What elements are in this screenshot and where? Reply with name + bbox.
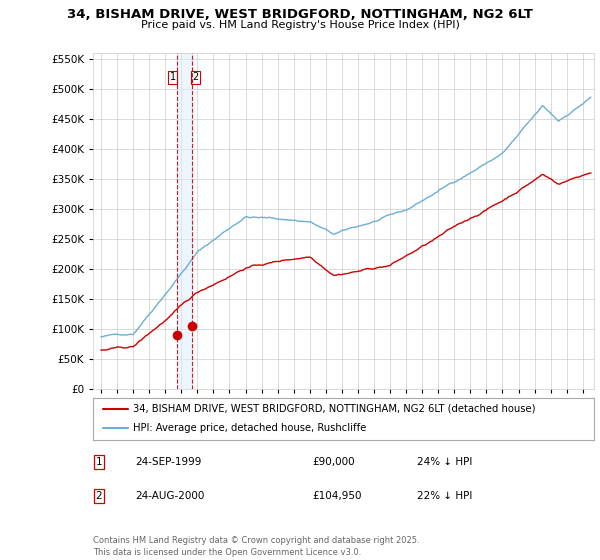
Text: 34, BISHAM DRIVE, WEST BRIDGFORD, NOTTINGHAM, NG2 6LT (detached house): 34, BISHAM DRIVE, WEST BRIDGFORD, NOTTIN… — [133, 404, 536, 414]
Text: 2: 2 — [193, 72, 199, 82]
Text: 34, BISHAM DRIVE, WEST BRIDGFORD, NOTTINGHAM, NG2 6LT: 34, BISHAM DRIVE, WEST BRIDGFORD, NOTTIN… — [67, 8, 533, 21]
Text: Price paid vs. HM Land Registry's House Price Index (HPI): Price paid vs. HM Land Registry's House … — [140, 20, 460, 30]
Text: 1: 1 — [95, 457, 103, 467]
Text: 22% ↓ HPI: 22% ↓ HPI — [417, 491, 472, 501]
Text: 24-SEP-1999: 24-SEP-1999 — [135, 457, 202, 467]
Text: HPI: Average price, detached house, Rushcliffe: HPI: Average price, detached house, Rush… — [133, 423, 367, 433]
Text: 24% ↓ HPI: 24% ↓ HPI — [417, 457, 472, 467]
Text: 2: 2 — [95, 491, 103, 501]
Text: £104,950: £104,950 — [312, 491, 361, 501]
Text: Contains HM Land Registry data © Crown copyright and database right 2025.
This d: Contains HM Land Registry data © Crown c… — [93, 536, 419, 557]
Bar — [177, 53, 192, 389]
Text: 1: 1 — [170, 72, 176, 82]
Text: 24-AUG-2000: 24-AUG-2000 — [135, 491, 205, 501]
Text: £90,000: £90,000 — [312, 457, 355, 467]
